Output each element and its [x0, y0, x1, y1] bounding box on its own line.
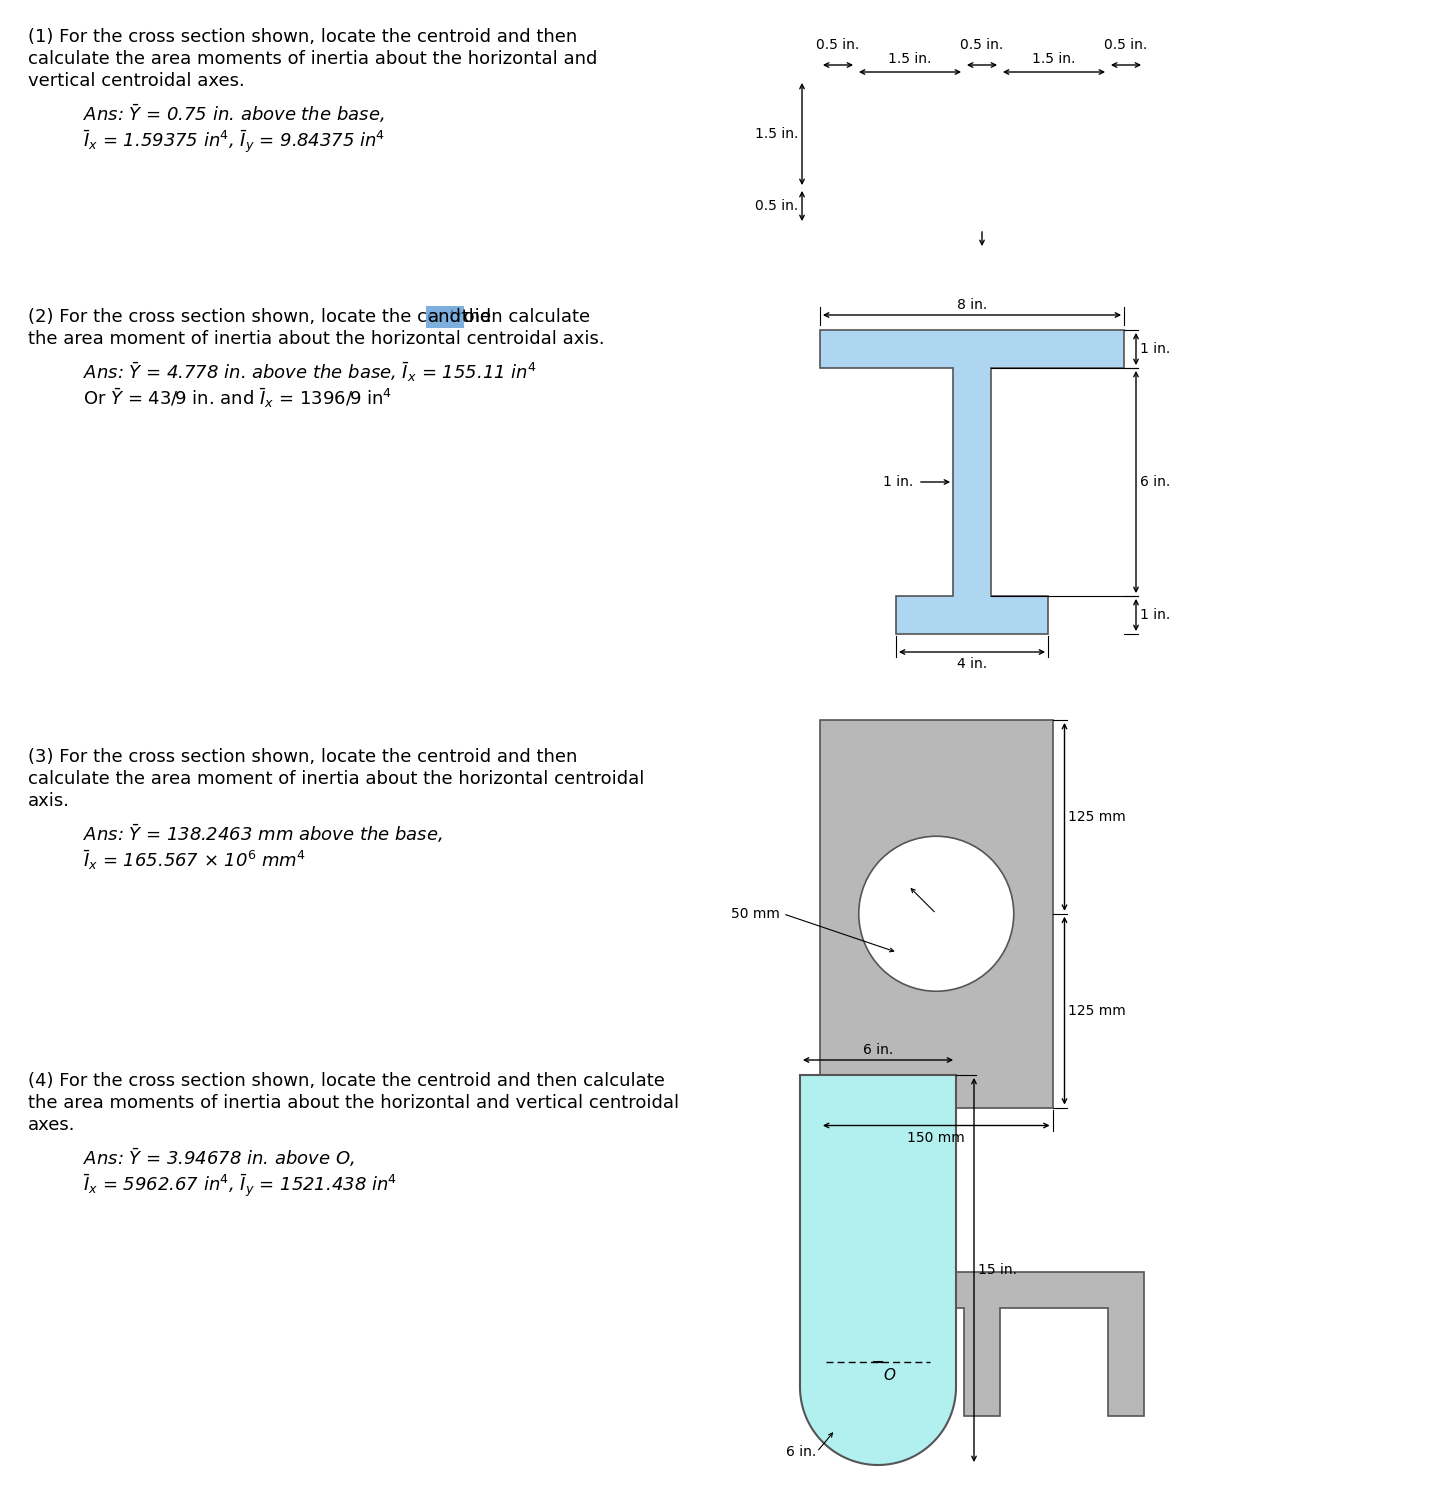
Text: vertical centroidal axes.: vertical centroidal axes.: [29, 72, 245, 90]
Text: calculate the area moments of inertia about the horizontal and: calculate the area moments of inertia ab…: [29, 49, 598, 67]
Text: 1 in.: 1 in.: [1140, 607, 1170, 622]
Text: 125 mm: 125 mm: [1068, 1004, 1126, 1017]
Text: $\bar{I}_x$ = 165.567 × 10$^6$ mm$^4$: $\bar{I}_x$ = 165.567 × 10$^6$ mm$^4$: [83, 848, 305, 872]
Text: 4 in.: 4 in.: [956, 657, 987, 672]
Text: the area moment of inertia about the horizontal centroidal axis.: the area moment of inertia about the hor…: [29, 331, 605, 349]
Text: Ans: $\bar{Y}$ = 138.2463 mm above the base,: Ans: $\bar{Y}$ = 138.2463 mm above the b…: [83, 821, 443, 845]
Text: 6 in.: 6 in.: [1140, 476, 1170, 489]
Text: 0.5 in.: 0.5 in.: [1104, 37, 1147, 52]
Text: 6 in.: 6 in.: [786, 1445, 816, 1459]
Text: 1 in.: 1 in.: [883, 476, 913, 489]
Text: 8 in.: 8 in.: [956, 298, 987, 313]
Text: 1.5 in.: 1.5 in.: [1032, 52, 1076, 66]
Text: 50 mm: 50 mm: [731, 907, 780, 920]
Text: Ans: $\bar{Y}$ = 4.778 in. above the base, $\bar{I}_x$ = 155.11 in$^4$: Ans: $\bar{Y}$ = 4.778 in. above the bas…: [83, 361, 536, 383]
Polygon shape: [820, 331, 1124, 634]
Text: 15 in.: 15 in.: [978, 1263, 1017, 1278]
Text: Or $\bar{Y}$ = 43/9 in. and $\bar{I}_x$ = 1396/9 in$^4$: Or $\bar{Y}$ = 43/9 in. and $\bar{I}_x$ …: [83, 386, 393, 410]
Text: $\bar{I}_x$ = 5962.67 in$^4$, $\bar{I}_y$ = 1521.438 in$^4$: $\bar{I}_x$ = 5962.67 in$^4$, $\bar{I}_y…: [83, 1171, 397, 1198]
Text: 1.5 in.: 1.5 in.: [888, 52, 932, 66]
Text: and: and: [427, 308, 462, 326]
Text: 0.5 in.: 0.5 in.: [961, 37, 1004, 52]
Text: the area moments of inertia about the horizontal and vertical centroidal: the area moments of inertia about the ho…: [29, 1094, 680, 1112]
Polygon shape: [820, 1272, 1144, 1417]
Text: 1 in.: 1 in.: [1140, 343, 1170, 356]
Text: $\bar{I}_x$ = 1.59375 in$^4$, $\bar{I}_y$ = 9.84375 in$^4$: $\bar{I}_x$ = 1.59375 in$^4$, $\bar{I}_y…: [83, 129, 386, 154]
Text: (1) For the cross section shown, locate the centroid and then: (1) For the cross section shown, locate …: [29, 28, 578, 46]
Text: 150 mm: 150 mm: [908, 1131, 965, 1144]
Bar: [820, 720, 1053, 1107]
Text: (2) For the cross section shown, locate the centroid: (2) For the cross section shown, locate …: [29, 308, 496, 326]
Text: axes.: axes.: [29, 1116, 76, 1134]
Text: 0.5 in.: 0.5 in.: [816, 37, 859, 52]
Text: axis.: axis.: [29, 791, 70, 809]
Text: then calculate: then calculate: [456, 308, 591, 326]
Text: 1.5 in.: 1.5 in.: [754, 127, 797, 141]
Text: $O$: $O$: [883, 1367, 896, 1384]
Text: calculate the area moment of inertia about the horizontal centroidal: calculate the area moment of inertia abo…: [29, 770, 644, 788]
Circle shape: [859, 836, 1014, 992]
Text: (3) For the cross section shown, locate the centroid and then: (3) For the cross section shown, locate …: [29, 748, 578, 766]
Text: 0.5 in.: 0.5 in.: [754, 199, 797, 212]
Polygon shape: [800, 1076, 956, 1465]
Text: Ans: $\bar{Y}$ = 3.94678 in. above $O$,: Ans: $\bar{Y}$ = 3.94678 in. above $O$,: [83, 1146, 356, 1168]
Text: (4) For the cross section shown, locate the centroid and then calculate: (4) For the cross section shown, locate …: [29, 1073, 665, 1091]
Text: 125 mm: 125 mm: [1068, 809, 1126, 824]
Text: Ans: $\bar{Y}$ = 0.75 in. above the base,: Ans: $\bar{Y}$ = 0.75 in. above the base…: [83, 102, 384, 124]
Text: 6 in.: 6 in.: [863, 1043, 893, 1058]
